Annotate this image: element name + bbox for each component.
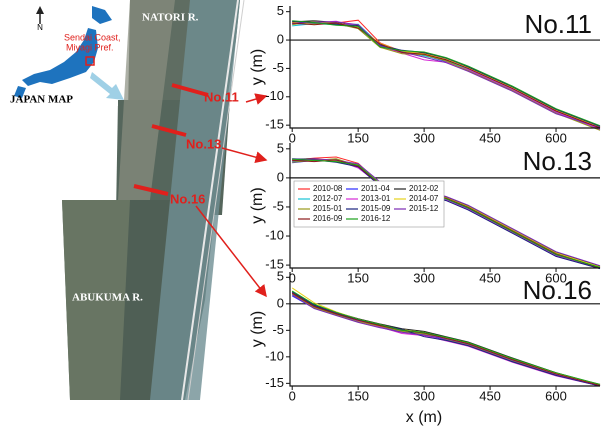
y-tick-label: -15 xyxy=(265,375,284,390)
legend-label: 2010-08 xyxy=(313,184,343,193)
x-tick-label: 150 xyxy=(347,388,369,403)
x-tick-label: 600 xyxy=(545,130,567,145)
y-tick-label: 5 xyxy=(277,140,284,155)
x-tick-label: 450 xyxy=(479,130,501,145)
legend-label: 2012-02 xyxy=(409,184,439,193)
y-tick-label: 5 xyxy=(277,3,284,18)
y-tick-label: 0 xyxy=(277,295,284,310)
river-label: ABUKUMA R. xyxy=(72,292,143,304)
line-label: No.16 xyxy=(170,191,205,206)
y-tick-label: -10 xyxy=(265,348,284,363)
site-label: Sendai Coast, xyxy=(64,32,121,42)
chart-title: No.16 xyxy=(523,275,592,305)
legend-label: 2011-04 xyxy=(361,184,390,193)
site-label: Miyagi Pref. xyxy=(66,42,114,52)
chart-title: No.11 xyxy=(525,9,592,39)
river-label: NATORI R. xyxy=(142,12,199,24)
y-axis-label: y (m) xyxy=(249,187,266,223)
y-tick-label: 0 xyxy=(277,31,284,46)
arrow xyxy=(246,96,266,102)
arrow xyxy=(222,148,266,160)
x-tick-label: 450 xyxy=(479,388,501,403)
legend-label: 2013-01 xyxy=(361,194,391,203)
legend-label: 2015-01 xyxy=(313,204,343,213)
x-tick-label: 300 xyxy=(413,388,435,403)
legend-label: 2014-07 xyxy=(409,194,439,203)
y-axis-label: y (m) xyxy=(249,311,266,347)
legend-label: 2015-09 xyxy=(361,204,391,213)
legend-label: 2012-07 xyxy=(313,194,343,203)
x-tick-label: 450 xyxy=(479,270,501,285)
y-tick-label: 0 xyxy=(277,169,284,184)
y-tick-label: -10 xyxy=(265,88,284,103)
y-tick-label: 5 xyxy=(277,269,284,284)
profile-line xyxy=(292,23,600,130)
japan-label: JAPAN MAP xyxy=(10,94,73,106)
line-label: No.11 xyxy=(204,89,239,104)
x-tick-label: 300 xyxy=(413,270,435,285)
x-axis-label: x (m) xyxy=(406,409,442,426)
y-tick-label: -5 xyxy=(272,322,284,337)
legend-label: 2016-09 xyxy=(313,214,343,223)
x-tick-label: 300 xyxy=(413,130,435,145)
y-tick-label: -15 xyxy=(265,117,284,132)
y-tick-label: -10 xyxy=(265,227,284,242)
japan-inset: N Sendai Coast, Miyagi Pref. JAPAN MAP xyxy=(0,0,121,106)
north-label: N xyxy=(37,23,43,32)
legend-label: 2015-12 xyxy=(409,204,439,213)
y-axis-label: y (m) xyxy=(249,49,266,85)
chart-title: No.13 xyxy=(523,146,592,176)
legend-label: 2016-12 xyxy=(361,214,391,223)
y-tick-label: -5 xyxy=(272,198,284,213)
figure: N Sendai Coast, Miyagi Pref. JAPAN MAP N… xyxy=(0,0,602,432)
x-tick-label: 150 xyxy=(347,270,369,285)
x-tick-label: 600 xyxy=(545,388,567,403)
line-label: No.13 xyxy=(186,136,221,151)
x-tick-label: 0 xyxy=(289,388,296,403)
y-tick-label: -5 xyxy=(272,60,284,75)
x-tick-label: 150 xyxy=(347,130,369,145)
